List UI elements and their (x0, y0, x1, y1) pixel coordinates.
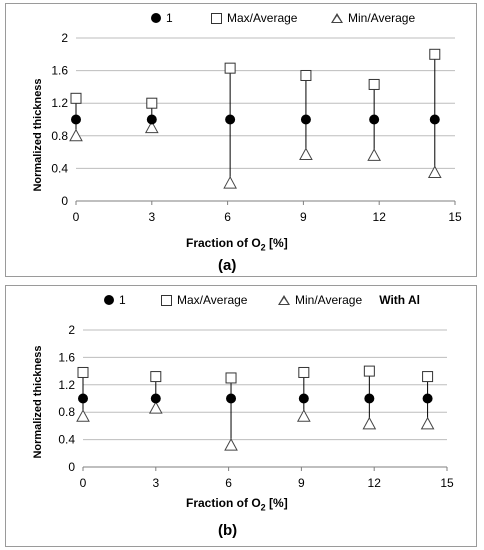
min-average-marker (76, 409, 90, 422)
min-average-marker (296, 409, 311, 422)
panel-label-b: (b) (218, 522, 238, 539)
y-tick-label: 2 (68, 323, 75, 337)
y-tick-label: 0 (61, 194, 68, 208)
y-tick-label: 2 (61, 31, 68, 45)
x-tick-label: 6 (225, 476, 232, 490)
mean-marker (146, 114, 157, 125)
legend-item-min: Min/Average (331, 11, 415, 25)
y-tick-label: 0.4 (51, 161, 68, 175)
mean-marker (429, 114, 440, 125)
max-average-marker (225, 372, 237, 384)
mean-marker (369, 114, 380, 125)
legend-label-max: Max/Average (227, 11, 298, 25)
x-axis-label: Fraction of O2 [%] (186, 496, 288, 513)
legend-item-1: 1 (151, 11, 173, 25)
mean-marker (422, 393, 433, 404)
mean-marker (225, 114, 236, 125)
filled-circle-icon (104, 295, 114, 305)
filled-circle-icon (151, 13, 161, 23)
x-tick-label: 12 (368, 476, 382, 490)
open-triangle-icon (331, 13, 343, 23)
legend-label-min: Min/Average (348, 11, 416, 25)
max-average-marker (224, 62, 236, 74)
legend-item-min: Min/Average (278, 293, 362, 307)
max-average-marker (146, 97, 158, 109)
min-average-marker (224, 438, 238, 451)
max-average-marker (150, 371, 162, 383)
open-square-icon (211, 12, 222, 24)
mean-marker (364, 393, 375, 404)
mean-marker (226, 393, 237, 404)
y-tick-label: 1.2 (58, 378, 75, 392)
max-average-marker (368, 78, 380, 90)
annotation-with-al: With Al (379, 293, 420, 307)
x-tick-label: 15 (448, 210, 462, 224)
x-tick-label: 9 (298, 476, 305, 490)
x-tick-label: 15 (440, 476, 454, 490)
y-tick-label: 0 (68, 460, 75, 474)
chart-panel-b: 1 Max/Average Min/Average With Al Normal… (5, 285, 477, 547)
legend-label-max: Max/Average (177, 293, 248, 307)
y-tick-label: 1.6 (51, 64, 68, 78)
y-tick-label: 1.2 (51, 96, 68, 110)
x-tick-label: 6 (224, 210, 231, 224)
legend-item-max: Max/Average (161, 293, 247, 307)
y-tick-label: 0.8 (51, 129, 68, 143)
legend-label-min: Min/Average (295, 293, 363, 307)
min-average-marker (427, 165, 442, 178)
mean-marker (78, 393, 88, 404)
min-average-marker (223, 176, 237, 189)
legend-item-max: Max/Average (211, 11, 297, 25)
open-triangle-icon (278, 295, 290, 305)
x-tick-label: 3 (148, 210, 155, 224)
y-tick-label: 0.8 (58, 405, 75, 419)
x-tick-label: 9 (300, 210, 307, 224)
x-tick-label: 3 (152, 476, 159, 490)
mean-marker (150, 393, 161, 404)
x-tick-label: 0 (80, 476, 87, 490)
chart-panel-a: 1 Max/Average Min/Average Normalized thi… (5, 3, 477, 277)
mean-marker (298, 393, 309, 404)
legend-item-1: 1 (104, 293, 126, 307)
plot-area-a: 0 0.4 0.8 1.2 1.6 2 0 3 6 9 12 15 (51, 31, 462, 224)
open-square-icon (161, 294, 172, 306)
max-average-marker (300, 69, 312, 81)
legend-label-1: 1 (119, 293, 126, 307)
mean-marker (300, 114, 311, 125)
min-average-marker (148, 401, 163, 414)
min-average-marker (362, 416, 377, 430)
min-average-marker (420, 416, 435, 430)
y-tick-label: 1.6 (58, 350, 75, 364)
y-tick-label: 0.4 (58, 433, 75, 447)
max-average-marker (298, 366, 310, 378)
max-average-marker (422, 371, 434, 383)
min-average-marker (299, 147, 313, 161)
max-average-marker (363, 365, 375, 377)
x-tick-label: 0 (73, 210, 80, 224)
min-average-marker (144, 120, 159, 134)
panel-label-a: (a) (218, 257, 237, 274)
max-average-marker (429, 48, 441, 60)
x-axis-label: Fraction of O2 [%] (186, 236, 288, 253)
max-average-marker (77, 366, 89, 378)
mean-marker (71, 114, 81, 125)
plot-area-b: 0 0.4 0.8 1.2 1.6 2 0 3 6 9 12 15 (58, 323, 454, 490)
legend-label-1: 1 (166, 11, 173, 25)
min-average-marker (367, 148, 381, 161)
max-average-marker (70, 92, 82, 104)
x-tick-label: 12 (373, 210, 387, 224)
min-average-marker (69, 128, 83, 142)
